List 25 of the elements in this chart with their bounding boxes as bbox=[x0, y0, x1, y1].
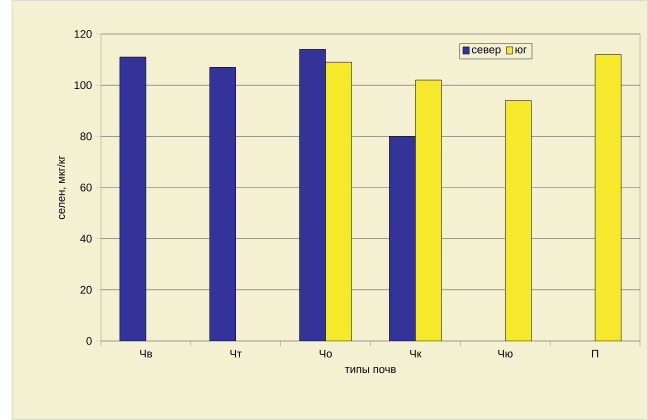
y-tick-label: 0 bbox=[86, 337, 92, 345]
y-tick-label: 100 bbox=[74, 81, 92, 90]
y-tick-label: 60 bbox=[80, 184, 92, 192]
legend-label: север bbox=[472, 47, 501, 56]
bar bbox=[505, 100, 532, 341]
bar bbox=[120, 56, 146, 341]
x-axis-title: типы почв bbox=[344, 367, 396, 374]
y-axis-title: селен, мкг/кг bbox=[56, 156, 66, 220]
x-tick-label: Чт bbox=[230, 350, 242, 358]
bar bbox=[594, 54, 622, 341]
bar bbox=[389, 136, 416, 341]
y-tick-label: 120 bbox=[74, 30, 92, 38]
x-tick-label: Чв bbox=[140, 350, 152, 358]
bar bbox=[415, 80, 442, 341]
y-tick-label: 20 bbox=[80, 286, 92, 294]
y-tick-label: 40 bbox=[80, 234, 92, 243]
legend-label: юг bbox=[516, 47, 527, 54]
x-tick-label: Чк bbox=[410, 350, 422, 358]
x-tick-label: Чо bbox=[320, 350, 332, 358]
x-tick-label: П bbox=[592, 350, 598, 358]
bar bbox=[209, 67, 236, 341]
y-tick-label: 80 bbox=[80, 132, 92, 140]
bar bbox=[325, 62, 352, 341]
x-tick-label: Чю bbox=[498, 350, 513, 358]
bar bbox=[299, 49, 326, 341]
